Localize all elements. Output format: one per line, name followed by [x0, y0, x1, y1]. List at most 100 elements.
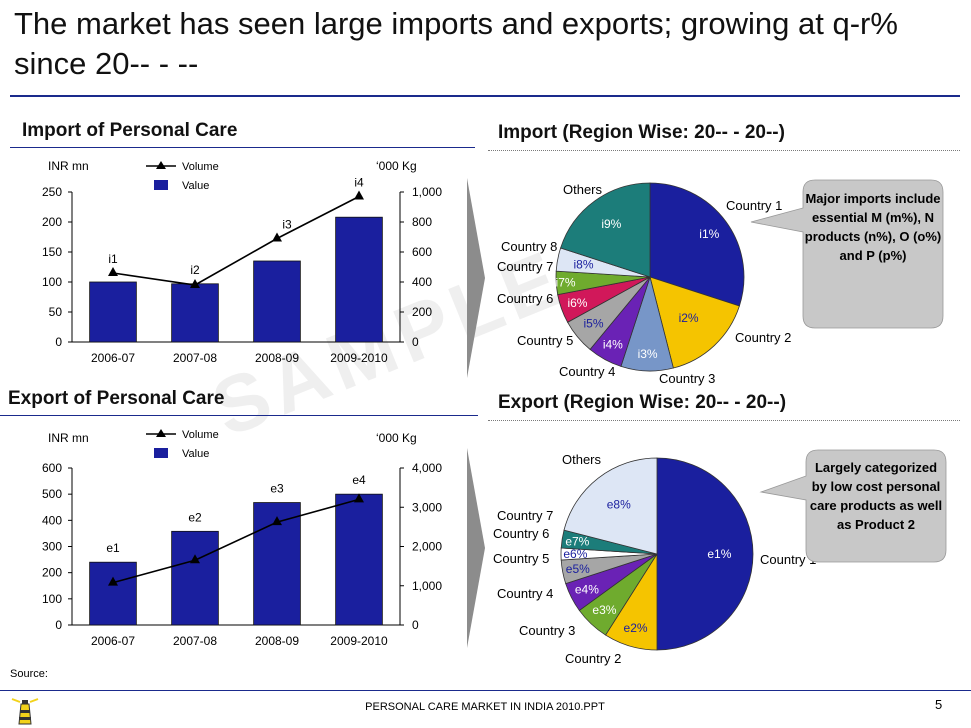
x-tick-label: 2009-2010 — [330, 351, 388, 365]
pie-category-label: Country 7 — [497, 259, 553, 274]
pie-data-label: e8% — [607, 498, 631, 512]
volume-marker — [190, 279, 200, 288]
volume-marker — [272, 232, 282, 242]
pie-data-label: e5% — [566, 562, 590, 576]
volume-marker — [108, 576, 118, 586]
export-callout-text: Largely categorized by low cost personal… — [809, 460, 943, 532]
pie-data-label: e4% — [575, 583, 599, 597]
right-tick-label: 1,000 — [412, 579, 442, 593]
pie-data-label: i9% — [601, 217, 621, 231]
right-tick-label: 200 — [412, 305, 432, 319]
volume-line — [112, 195, 360, 286]
pie-category-label: Country 4 — [559, 364, 615, 379]
x-tick-label: 2007-08 — [173, 351, 217, 365]
pie-category-label: Country 3 — [519, 623, 575, 638]
volume-marker — [108, 267, 118, 276]
right-tick-label: 4,000 — [412, 461, 442, 475]
import-bar-rule — [10, 147, 475, 148]
pie-slice — [649, 276, 740, 369]
callout-box — [759, 449, 947, 563]
data-label: i3 — [282, 218, 292, 232]
legend-value-label: Value — [182, 180, 209, 192]
volume-marker — [190, 554, 200, 564]
bar-value — [89, 561, 137, 626]
section-arrow-icon — [467, 448, 485, 648]
data-label: i4 — [354, 176, 364, 190]
right-tick-label: 400 — [412, 275, 432, 289]
x-tick-label: 2008-09 — [255, 634, 299, 648]
export-pie-rule — [488, 420, 960, 421]
pie-slice — [560, 182, 651, 278]
pie-data-label: e6% — [563, 547, 587, 561]
pie-category-label: Country 6 — [497, 291, 553, 306]
pie-category-label: Country 6 — [493, 526, 549, 541]
pie-data-label: i3% — [638, 347, 658, 361]
data-label: e2 — [188, 510, 202, 524]
lighthouse-logo-icon — [11, 698, 39, 725]
section-arrow-icon — [467, 178, 485, 378]
footer-text: PERSONAL CARE MARKET IN INDIA 2010.PPT — [365, 701, 605, 713]
import-bar-chart: 0 50 100 150 200 250 0 200 400 600 800 1,000 INR mn ‘… — [42, 159, 442, 365]
left-tick-label: 100 — [42, 275, 62, 289]
left-tick-label: 200 — [42, 566, 62, 580]
callout-box — [750, 179, 944, 329]
pie-category-label: Country 1 — [726, 198, 782, 213]
pie-category-label: Country 1 — [760, 552, 816, 567]
x-tick-label: 2008-09 — [255, 351, 299, 365]
x-tick-label: 2006-07 — [91, 351, 135, 365]
x-tick-label: 2007-08 — [173, 634, 217, 648]
right-tick-label: 1,000 — [412, 185, 442, 199]
left-tick-label: 400 — [42, 513, 62, 527]
legend-value-label: Value — [182, 448, 209, 460]
export-bar-rule — [0, 415, 478, 416]
pie-data-label: i7% — [556, 275, 576, 289]
pie-data-label: i1% — [699, 227, 719, 241]
left-tick-label: 300 — [42, 540, 62, 554]
bar-value — [171, 530, 219, 626]
legend-value-swatch — [154, 448, 168, 458]
right-tick-label: 600 — [412, 245, 432, 259]
pie-data-label: i4% — [603, 338, 623, 352]
volume-line — [112, 498, 360, 584]
x-tick-label: 2006-07 — [91, 634, 135, 648]
pie-data-label: i8% — [574, 257, 594, 271]
legend-volume-label: Volume — [182, 429, 219, 441]
pie-data-label: e2% — [624, 621, 648, 635]
bar-value — [335, 493, 383, 626]
left-tick-label: 200 — [42, 215, 62, 229]
volume-marker — [354, 493, 364, 503]
pie-data-label: i2% — [679, 311, 699, 325]
page-number: 5 — [935, 697, 943, 712]
data-label: e3 — [270, 482, 284, 496]
right-tick-label: 0 — [412, 335, 419, 349]
right-tick-label: 2,000 — [412, 540, 442, 554]
import-pie-title: Import (Region Wise: 20-- - 20--) — [498, 122, 785, 143]
pie-category-label: Country 5 — [517, 333, 573, 348]
left-tick-label: 150 — [42, 245, 62, 259]
right-axis-unit: ‘000 Kg — [376, 159, 417, 173]
pie-data-label: e1% — [707, 547, 731, 561]
import-bar-title: Import of Personal Care — [22, 120, 238, 141]
pie-data-label: e3% — [592, 603, 616, 617]
pie-category-label: Country 8 — [501, 239, 557, 254]
pie-category-label: Country 4 — [497, 586, 553, 601]
import-pie-rule — [488, 150, 960, 151]
data-label: i2 — [190, 263, 200, 277]
left-tick-label: 600 — [42, 461, 62, 475]
left-tick-label: 250 — [42, 185, 62, 199]
legend-volume-marker — [156, 429, 166, 437]
data-label: e4 — [352, 473, 366, 487]
export-bar-title: Export of Personal Care — [8, 388, 225, 409]
right-tick-label: 800 — [412, 215, 432, 229]
export-pie-chart: e1% Country 1 e2% Country 2 e3% Country 3 e4% C… — [493, 449, 947, 666]
bar-value — [171, 283, 219, 343]
footer-divider — [0, 690, 971, 691]
legend-volume-marker — [156, 161, 166, 169]
right-tick-label: 0 — [412, 618, 419, 632]
pie-category-label: Country 3 — [659, 371, 715, 386]
pie-slice — [563, 457, 658, 555]
x-tick-label: 2009-2010 — [330, 634, 388, 648]
data-label: i1 — [108, 252, 118, 266]
data-label: e1 — [106, 541, 120, 555]
legend-value-swatch — [154, 180, 168, 190]
